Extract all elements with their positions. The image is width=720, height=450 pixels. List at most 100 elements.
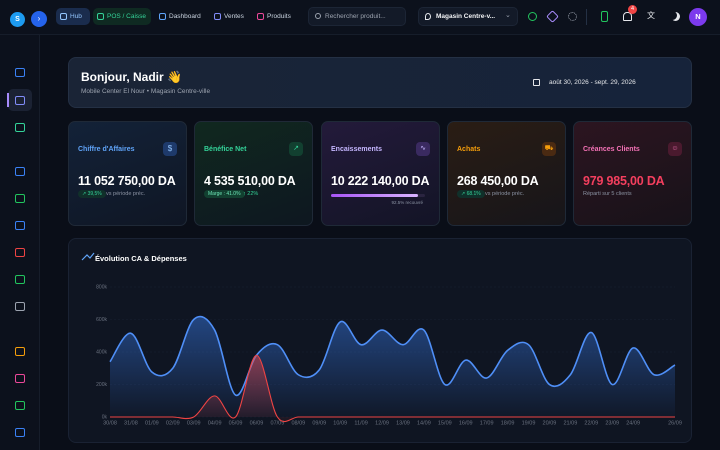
nav-list[interactable] xyxy=(15,428,25,437)
x-tick-label: 12/09 xyxy=(375,420,389,426)
y-tick-label: 400k xyxy=(96,349,107,355)
nav-active[interactable] xyxy=(8,89,32,111)
x-tick-label: 19/09 xyxy=(522,420,536,426)
x-tick-label: 20/09 xyxy=(543,420,557,426)
y-tick-label: 800k xyxy=(96,284,107,290)
kpi-card: Chiffre d'Affaires $ 11 052 750,00 DA ↗ … xyxy=(68,121,187,226)
x-tick-label: 06/09 xyxy=(250,420,264,426)
nav-grid[interactable] xyxy=(15,96,25,105)
x-tick-label: 30/08 xyxy=(103,420,117,426)
series-line xyxy=(109,354,675,423)
settings-icon[interactable] xyxy=(568,12,577,21)
x-tick-label: 08/09 xyxy=(291,420,305,426)
tab-ventes[interactable]: Ventes xyxy=(210,8,250,25)
x-tick-label: 11/09 xyxy=(354,420,367,426)
search-icon xyxy=(315,13,321,19)
nav-swap[interactable] xyxy=(15,302,25,311)
x-tick-label: 07/09 xyxy=(271,420,285,426)
y-tick-label: 0k xyxy=(102,414,108,420)
store-selector[interactable]: Magasin Centre-v... ⌄ xyxy=(418,7,518,26)
x-tick-label: 05/09 xyxy=(229,420,243,426)
x-tick-label: 01/09 xyxy=(145,420,159,426)
nav-transfer[interactable] xyxy=(15,194,25,203)
x-tick-label: 21/09 xyxy=(563,420,577,426)
kpi-value: 4 535 510,00 DA xyxy=(204,174,296,188)
nav-clip[interactable] xyxy=(15,401,25,410)
x-tick-label: 24/09 xyxy=(626,420,640,426)
y-tick-label: 200k xyxy=(96,382,107,388)
nav-card[interactable] xyxy=(15,275,25,284)
x-tick-label: 03/09 xyxy=(187,420,201,426)
logo[interactable]: S xyxy=(10,12,25,27)
kpi-note: ↑ 22% xyxy=(243,191,259,197)
chat-icon[interactable] xyxy=(528,12,537,21)
tab-pos[interactable]: POS / Caisse xyxy=(93,8,151,25)
tab-dashboard[interactable]: Dashboard xyxy=(155,8,205,25)
x-tick-label: 09/09 xyxy=(312,420,326,426)
kpi-icon: ⛟ xyxy=(542,142,556,156)
nav-bag[interactable] xyxy=(15,221,25,230)
kpi-badge: Marge : 41.0% xyxy=(204,190,245,198)
nav-home[interactable] xyxy=(15,68,25,77)
kpi-value: 979 985,00 DA xyxy=(583,174,665,188)
kpi-card: Achats ⛟ 268 450,00 DA ↗ 68.1% vs périod… xyxy=(447,121,566,226)
tab-hub[interactable]: Hub xyxy=(56,8,90,25)
expand-button[interactable]: › xyxy=(31,11,47,27)
bell-icon[interactable] xyxy=(623,12,632,21)
greeting-subtitle: Mobile Center El Nour • Magasin Centre-v… xyxy=(81,88,211,95)
x-tick-label: 31/08 xyxy=(124,420,138,426)
kpi-label: Créances Clients xyxy=(583,146,640,153)
tab-label: Produits xyxy=(267,13,291,20)
kpi-badge: ↗ 39,5% xyxy=(78,190,106,198)
x-tick-label: 26/09 xyxy=(668,420,682,426)
nav-store[interactable] xyxy=(15,123,25,132)
x-tick-label: 18/09 xyxy=(501,420,515,426)
tab-produits[interactable]: Produits xyxy=(253,8,298,25)
trend-icon xyxy=(81,252,95,261)
x-tick-label: 14/09 xyxy=(417,420,431,426)
greeting-title: Bonjour, Nadir 👋 xyxy=(81,70,182,84)
date-range[interactable]: août 30, 2026 - sept. 29, 2026 xyxy=(549,79,636,86)
kpi-value: 268 450,00 DA xyxy=(457,174,539,188)
tab-label: POS / Caisse xyxy=(107,13,147,20)
y-tick-label: 600k xyxy=(96,317,107,323)
x-tick-label: 22/09 xyxy=(584,420,598,426)
x-tick-label: 10/09 xyxy=(333,420,347,426)
series-area xyxy=(110,316,675,417)
kpi-card: Créances Clients ☺ 979 985,00 DA Réparti… xyxy=(573,121,692,226)
progress-bar xyxy=(331,194,418,197)
topbar: S › Hub POS / Caisse Dashboard Ventes Pr… xyxy=(0,0,720,35)
notification-badge: 4 xyxy=(628,5,637,14)
avatar[interactable]: N xyxy=(689,8,707,26)
series-line xyxy=(109,315,676,396)
search-box[interactable]: Rechercher produit... xyxy=(308,7,406,26)
kpi-label: Bénéfice Net xyxy=(204,146,247,153)
chevron: ⌄ xyxy=(505,12,511,19)
kpi-label: Encaissements xyxy=(331,146,382,153)
chart-title: Évolution CA & Dépenses xyxy=(95,254,187,263)
store-name: Magasin Centre-v... xyxy=(436,13,496,20)
phone-icon[interactable] xyxy=(601,11,608,22)
kpi-label: Chiffre d'Affaires xyxy=(78,146,135,153)
nav-book[interactable] xyxy=(15,347,25,356)
nav-cart[interactable] xyxy=(15,167,25,176)
x-tick-label: 16/09 xyxy=(459,420,473,426)
kpi-label: Achats xyxy=(457,146,481,153)
kpi-card: Bénéfice Net ↗ 4 535 510,00 DA Marge : 4… xyxy=(194,121,313,226)
kpi-card: Encaissements ∿ 10 222 140,00 DA 92.5% r… xyxy=(321,121,440,226)
tab-label: Hub xyxy=(70,13,82,20)
kpi-value: 10 222 140,00 DA xyxy=(331,174,430,188)
nav-doc[interactable] xyxy=(15,248,25,257)
kpi-icon: ↗ xyxy=(289,142,303,156)
x-tick-label: 13/09 xyxy=(396,420,410,426)
kpi-icon: $ xyxy=(163,142,177,156)
x-tick-label: 02/09 xyxy=(166,420,180,426)
kpi-note: vs période préc. xyxy=(485,191,525,197)
kpi-value: 11 052 750,00 DA xyxy=(78,174,176,188)
progress-label: 92.5% recouvré xyxy=(391,200,423,205)
x-tick-label: 15/09 xyxy=(438,420,452,426)
translate-icon[interactable]: 文 xyxy=(647,11,655,20)
nav-box[interactable] xyxy=(15,374,25,383)
greeting-card: Bonjour, Nadir 👋 Mobile Center El Nour •… xyxy=(68,57,692,108)
divider xyxy=(586,9,587,25)
